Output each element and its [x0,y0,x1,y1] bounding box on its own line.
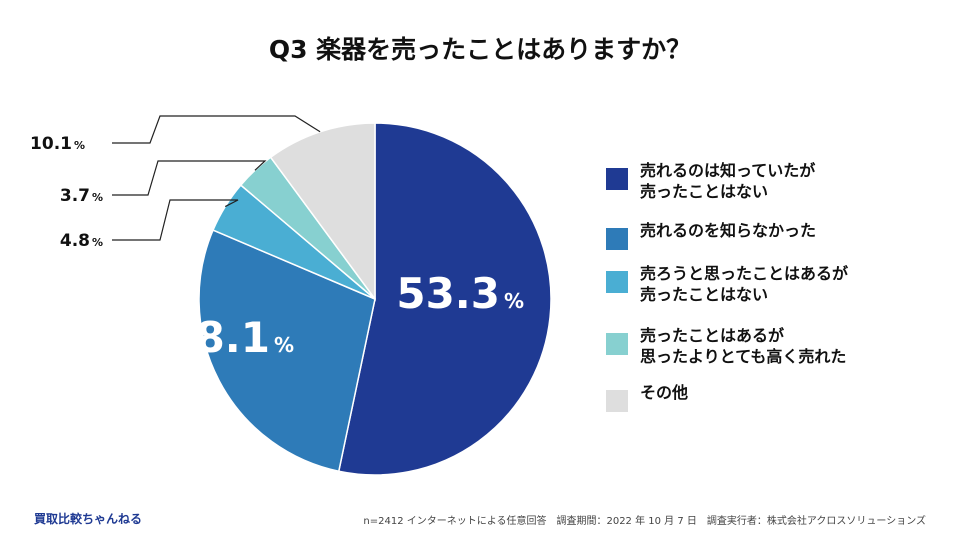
legend-item: 売ったことはあるが 思ったよりとても高く売れた [606,325,846,367]
pie-slice [337,122,552,476]
legend-label: その他 [640,383,689,402]
legend-swatch [606,228,628,250]
slice-unit-label: % [274,333,294,357]
legend-item: 売ろうと思ったことはあるが 売ったことはない [606,263,848,305]
slice-unit-label: % [92,191,103,204]
legend-item: 売れるのを知らなかった [606,220,816,250]
slice-unit-label: % [74,139,85,152]
legend-swatch [606,271,628,293]
slice-value-label: 10.1 [30,134,72,154]
legend-swatch [606,390,628,412]
leader-line [112,199,239,241]
slice-unit-label: % [504,289,524,313]
legend-item: 売れるのは知っていたが 売ったことはない [606,160,815,202]
survey-note: n=2412 インターネットによる任意回答 調査期間：2022 年 10 月 7… [363,516,926,527]
legend-label: 売ったことはあるが 思ったよりとても高く売れた [640,326,847,366]
chart-title: Q3 楽器を売ったことはありますか？ [268,35,692,64]
slice-value-label: 53.3 [396,269,500,318]
leader-line [112,115,321,144]
legend-label: 売ろうと思ったことはあるが 売ったことはない [640,264,849,304]
pie-slice [198,229,376,473]
slice-value-label: 3.7 [60,186,90,206]
legend-item: その他 [606,382,688,412]
legend-label: 売れるのは知っていたが 売ったことはない [640,161,816,201]
slice-unit-label: % [92,236,103,249]
pie-slice [269,122,376,302]
leader-line [112,160,267,196]
legend-label: 売れるのを知らなかった [640,221,817,240]
brand-name: 買取比較ちゃんねる [34,512,143,526]
slice-value-label: 28.1 [166,313,270,362]
slice-value-label: 4.8 [60,231,90,251]
legend-swatch [606,333,628,355]
legend-swatch [606,168,628,190]
